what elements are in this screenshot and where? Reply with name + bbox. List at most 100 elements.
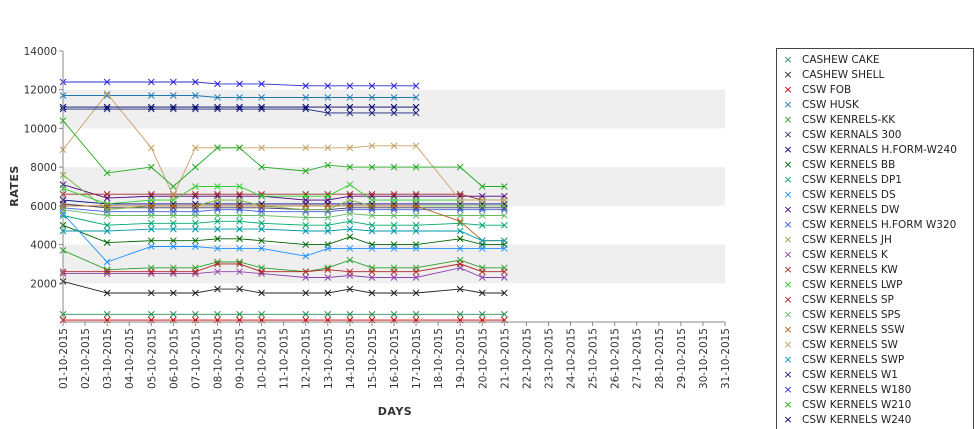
data-point	[324, 103, 332, 111]
legend-label: CSW KERNELS H.FORM W320	[802, 218, 957, 231]
data-point	[236, 260, 243, 268]
x-tick-label: 30-10-2015	[698, 328, 710, 389]
x-tick-label: 26-10-2015	[610, 328, 622, 389]
legend-item: × CSW KERNELS W1	[777, 367, 898, 382]
data-point	[192, 225, 199, 233]
data-point	[258, 94, 265, 101]
legend-label: CSW FOB	[802, 83, 852, 96]
y-axis-title: RATES	[8, 165, 21, 207]
x-tick-label: 22-10-2015	[521, 328, 533, 389]
data-point	[412, 142, 420, 150]
data-point	[324, 82, 332, 90]
data-point	[147, 196, 155, 204]
data-point	[390, 94, 398, 101]
data-point	[346, 245, 354, 252]
data-point	[478, 212, 486, 219]
data-point	[500, 289, 508, 297]
legend-label: CSW KERNELS DS	[802, 188, 896, 201]
data-point	[169, 243, 177, 250]
data-point	[390, 202, 398, 210]
legend-label: CSW KERNELS KW	[802, 263, 898, 276]
data-point	[258, 192, 265, 200]
series-22	[59, 105, 420, 117]
legend-marker-icon: ×	[783, 83, 793, 96]
data-point	[412, 94, 420, 101]
legend-marker-icon: ×	[783, 128, 793, 141]
data-point	[412, 103, 420, 111]
data-point	[214, 144, 221, 152]
data-point	[346, 103, 354, 111]
data-point	[214, 225, 221, 233]
x-tick-label: 03-10-2015	[102, 328, 114, 389]
line-chart: 2000 4000 6000 8000 10000 12000 14000 01-10-201…	[8, 46, 732, 418]
data-point	[478, 310, 486, 318]
data-point	[500, 245, 508, 252]
legend-item: × CSW KENRELS-KK	[777, 112, 895, 127]
data-point	[103, 90, 111, 97]
series-line	[62, 224, 505, 246]
data-point	[412, 202, 420, 210]
data-point	[412, 190, 420, 198]
data-point	[169, 183, 177, 190]
x-tick-label: 14-10-2015	[345, 328, 357, 389]
data-point	[478, 289, 486, 297]
legend-label: CSW KERNELS SP	[802, 293, 894, 306]
data-point	[346, 202, 354, 210]
data-point	[169, 202, 177, 210]
legend-marker-icon: ×	[783, 188, 793, 201]
legend-marker-icon: ×	[783, 398, 793, 411]
data-point	[192, 219, 199, 227]
data-point	[500, 237, 508, 245]
series-2	[59, 277, 508, 297]
series-10	[59, 210, 508, 266]
data-point	[147, 103, 155, 111]
y-tick-label: 12000	[24, 85, 57, 97]
data-point	[169, 103, 177, 111]
data-point	[302, 167, 310, 175]
data-point	[346, 190, 354, 198]
data-point	[103, 212, 111, 219]
data-point	[302, 82, 310, 90]
data-point	[147, 163, 155, 171]
data-point	[412, 163, 420, 171]
data-point	[147, 268, 155, 276]
data-point	[103, 227, 111, 235]
data-point	[412, 196, 420, 204]
data-point	[236, 144, 243, 152]
data-point	[456, 260, 464, 268]
legend-item: × CASHEW CAKE	[777, 52, 879, 67]
legend-label: CSW HUSK	[802, 98, 859, 111]
data-point	[500, 310, 508, 318]
data-point	[147, 310, 155, 318]
x-tick-label: 10-10-2015	[257, 328, 269, 389]
data-point	[258, 80, 265, 88]
data-point	[103, 258, 111, 266]
data-point	[103, 78, 111, 86]
x-tick-label: 25-10-2015	[588, 328, 600, 389]
data-point	[169, 237, 177, 245]
data-point	[236, 225, 243, 233]
data-point	[456, 227, 464, 235]
data-point	[214, 103, 221, 111]
series-25	[59, 103, 420, 111]
data-point	[236, 190, 243, 198]
data-point	[368, 163, 376, 171]
data-point	[478, 237, 486, 245]
legend-label: CSW KENRELS-KK	[802, 113, 896, 126]
data-point	[346, 109, 354, 117]
legend-item: × CSW KERNELS K	[777, 247, 887, 262]
legend-item: × CSW KERNELS DP1	[777, 172, 902, 187]
data-point	[214, 217, 221, 225]
data-point	[214, 285, 221, 293]
data-point	[346, 144, 354, 152]
data-point	[302, 192, 310, 200]
data-point	[412, 245, 420, 252]
legend-marker-icon: ×	[783, 278, 793, 291]
data-point	[302, 310, 310, 318]
data-point	[390, 142, 398, 150]
data-point	[500, 268, 508, 276]
data-point	[412, 212, 420, 219]
data-point	[236, 202, 243, 210]
data-point	[412, 310, 420, 318]
data-point	[324, 144, 332, 152]
